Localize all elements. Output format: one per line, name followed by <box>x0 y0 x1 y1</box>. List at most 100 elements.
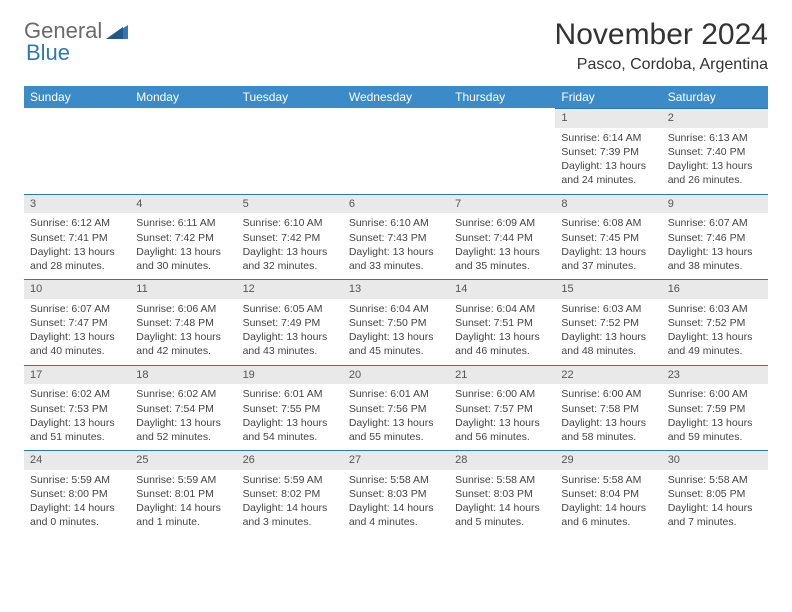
sunset-line: Sunset: 7:42 PM <box>136 231 230 245</box>
day-number: 5 <box>237 194 343 214</box>
sunset-line: Sunset: 7:39 PM <box>561 145 655 159</box>
day-body: Sunrise: 5:59 AMSunset: 8:00 PMDaylight:… <box>24 470 130 536</box>
daylight-line: Daylight: 13 hours and 51 minutes. <box>30 416 124 444</box>
sunset-line: Sunset: 7:44 PM <box>455 231 549 245</box>
sunrise-line: Sunrise: 6:08 AM <box>561 216 655 230</box>
day-number: 17 <box>24 365 130 385</box>
calendar-cell: 4Sunrise: 6:11 AMSunset: 7:42 PMDaylight… <box>130 194 236 280</box>
day-body: Sunrise: 6:00 AMSunset: 7:57 PMDaylight:… <box>449 384 555 450</box>
calendar-cell: 8Sunrise: 6:08 AMSunset: 7:45 PMDaylight… <box>555 194 661 280</box>
daylight-line: Daylight: 13 hours and 58 minutes. <box>561 416 655 444</box>
calendar-cell: 15Sunrise: 6:03 AMSunset: 7:52 PMDayligh… <box>555 279 661 365</box>
sunrise-line: Sunrise: 6:02 AM <box>136 387 230 401</box>
sunrise-line: Sunrise: 5:58 AM <box>668 473 762 487</box>
day-number: 10 <box>24 279 130 299</box>
day-number: 3 <box>24 194 130 214</box>
day-header: Wednesday <box>343 86 449 108</box>
sunrise-line: Sunrise: 6:00 AM <box>455 387 549 401</box>
day-number: 24 <box>24 450 130 470</box>
daylight-line: Daylight: 13 hours and 48 minutes. <box>561 330 655 358</box>
sunrise-line: Sunrise: 6:04 AM <box>349 302 443 316</box>
day-body: Sunrise: 5:59 AMSunset: 8:01 PMDaylight:… <box>130 470 236 536</box>
day-header: Friday <box>555 86 661 108</box>
daylight-line: Daylight: 13 hours and 38 minutes. <box>668 245 762 273</box>
day-number: 26 <box>237 450 343 470</box>
day-body: Sunrise: 6:00 AMSunset: 7:59 PMDaylight:… <box>662 384 768 450</box>
day-body: Sunrise: 6:02 AMSunset: 7:53 PMDaylight:… <box>24 384 130 450</box>
daylight-line: Daylight: 13 hours and 24 minutes. <box>561 159 655 187</box>
daylight-line: Daylight: 13 hours and 49 minutes. <box>668 330 762 358</box>
day-number: 28 <box>449 450 555 470</box>
day-body: Sunrise: 6:08 AMSunset: 7:45 PMDaylight:… <box>555 213 661 279</box>
calendar-cell: 3Sunrise: 6:12 AMSunset: 7:41 PMDaylight… <box>24 194 130 280</box>
sunrise-line: Sunrise: 6:03 AM <box>561 302 655 316</box>
day-body: Sunrise: 6:10 AMSunset: 7:43 PMDaylight:… <box>343 213 449 279</box>
calendar-cell: 20Sunrise: 6:01 AMSunset: 7:56 PMDayligh… <box>343 365 449 451</box>
day-number: 18 <box>130 365 236 385</box>
calendar-cell: 30Sunrise: 5:58 AMSunset: 8:05 PMDayligh… <box>662 450 768 536</box>
sunset-line: Sunset: 7:54 PM <box>136 402 230 416</box>
calendar-cell: 29Sunrise: 5:58 AMSunset: 8:04 PMDayligh… <box>555 450 661 536</box>
day-body: Sunrise: 5:58 AMSunset: 8:03 PMDaylight:… <box>343 470 449 536</box>
day-number: 8 <box>555 194 661 214</box>
day-number: 20 <box>343 365 449 385</box>
daylight-line: Daylight: 13 hours and 54 minutes. <box>243 416 337 444</box>
day-number: 9 <box>662 194 768 214</box>
calendar-cell: 14Sunrise: 6:04 AMSunset: 7:51 PMDayligh… <box>449 279 555 365</box>
calendar-body: 1Sunrise: 6:14 AMSunset: 7:39 PMDaylight… <box>24 108 768 536</box>
calendar-cell: 27Sunrise: 5:58 AMSunset: 8:03 PMDayligh… <box>343 450 449 536</box>
day-body: Sunrise: 5:59 AMSunset: 8:02 PMDaylight:… <box>237 470 343 536</box>
calendar-cell: 24Sunrise: 5:59 AMSunset: 8:00 PMDayligh… <box>24 450 130 536</box>
header: General November 2024 Pasco, Cordoba, Ar… <box>24 18 768 74</box>
day-body: Sunrise: 6:01 AMSunset: 7:55 PMDaylight:… <box>237 384 343 450</box>
sunset-line: Sunset: 7:58 PM <box>561 402 655 416</box>
sunset-line: Sunset: 7:52 PM <box>668 316 762 330</box>
sunset-line: Sunset: 8:01 PM <box>136 487 230 501</box>
logo-text-2: Blue <box>26 40 70 66</box>
sunset-line: Sunset: 8:02 PM <box>243 487 337 501</box>
daylight-line: Daylight: 13 hours and 40 minutes. <box>30 330 124 358</box>
day-header: Saturday <box>662 86 768 108</box>
day-number: 25 <box>130 450 236 470</box>
day-number: 12 <box>237 279 343 299</box>
sunrise-line: Sunrise: 5:58 AM <box>455 473 549 487</box>
page-subtitle: Pasco, Cordoba, Argentina <box>555 56 768 74</box>
day-number: 6 <box>343 194 449 214</box>
calendar-cell <box>343 108 449 194</box>
sunset-line: Sunset: 7:51 PM <box>455 316 549 330</box>
day-number: 1 <box>555 108 661 128</box>
sunrise-line: Sunrise: 6:10 AM <box>349 216 443 230</box>
sunrise-line: Sunrise: 5:59 AM <box>30 473 124 487</box>
sunrise-line: Sunrise: 6:03 AM <box>668 302 762 316</box>
day-number: 11 <box>130 279 236 299</box>
calendar-cell: 13Sunrise: 6:04 AMSunset: 7:50 PMDayligh… <box>343 279 449 365</box>
calendar-cell: 21Sunrise: 6:00 AMSunset: 7:57 PMDayligh… <box>449 365 555 451</box>
title-block: November 2024 Pasco, Cordoba, Argentina <box>555 18 768 74</box>
sunset-line: Sunset: 7:50 PM <box>349 316 443 330</box>
calendar-table: SundayMondayTuesdayWednesdayThursdayFrid… <box>24 86 768 536</box>
calendar-cell: 26Sunrise: 5:59 AMSunset: 8:02 PMDayligh… <box>237 450 343 536</box>
sunset-line: Sunset: 8:04 PM <box>561 487 655 501</box>
daylight-line: Daylight: 13 hours and 46 minutes. <box>455 330 549 358</box>
sunset-line: Sunset: 7:52 PM <box>561 316 655 330</box>
sunrise-line: Sunrise: 6:04 AM <box>455 302 549 316</box>
sunset-line: Sunset: 7:59 PM <box>668 402 762 416</box>
day-body: Sunrise: 6:11 AMSunset: 7:42 PMDaylight:… <box>130 213 236 279</box>
day-body: Sunrise: 6:12 AMSunset: 7:41 PMDaylight:… <box>24 213 130 279</box>
day-body: Sunrise: 6:07 AMSunset: 7:46 PMDaylight:… <box>662 213 768 279</box>
calendar-cell: 12Sunrise: 6:05 AMSunset: 7:49 PMDayligh… <box>237 279 343 365</box>
day-header: Monday <box>130 86 236 108</box>
sunset-line: Sunset: 7:45 PM <box>561 231 655 245</box>
daylight-line: Daylight: 14 hours and 5 minutes. <box>455 501 549 529</box>
calendar-cell: 23Sunrise: 6:00 AMSunset: 7:59 PMDayligh… <box>662 365 768 451</box>
sunrise-line: Sunrise: 6:00 AM <box>561 387 655 401</box>
day-header: Sunday <box>24 86 130 108</box>
sunset-line: Sunset: 8:05 PM <box>668 487 762 501</box>
sunset-line: Sunset: 8:03 PM <box>349 487 443 501</box>
daylight-line: Daylight: 13 hours and 28 minutes. <box>30 245 124 273</box>
sunrise-line: Sunrise: 6:12 AM <box>30 216 124 230</box>
day-body: Sunrise: 6:05 AMSunset: 7:49 PMDaylight:… <box>237 299 343 365</box>
day-body: Sunrise: 6:03 AMSunset: 7:52 PMDaylight:… <box>662 299 768 365</box>
day-number: 16 <box>662 279 768 299</box>
daylight-line: Daylight: 13 hours and 32 minutes. <box>243 245 337 273</box>
